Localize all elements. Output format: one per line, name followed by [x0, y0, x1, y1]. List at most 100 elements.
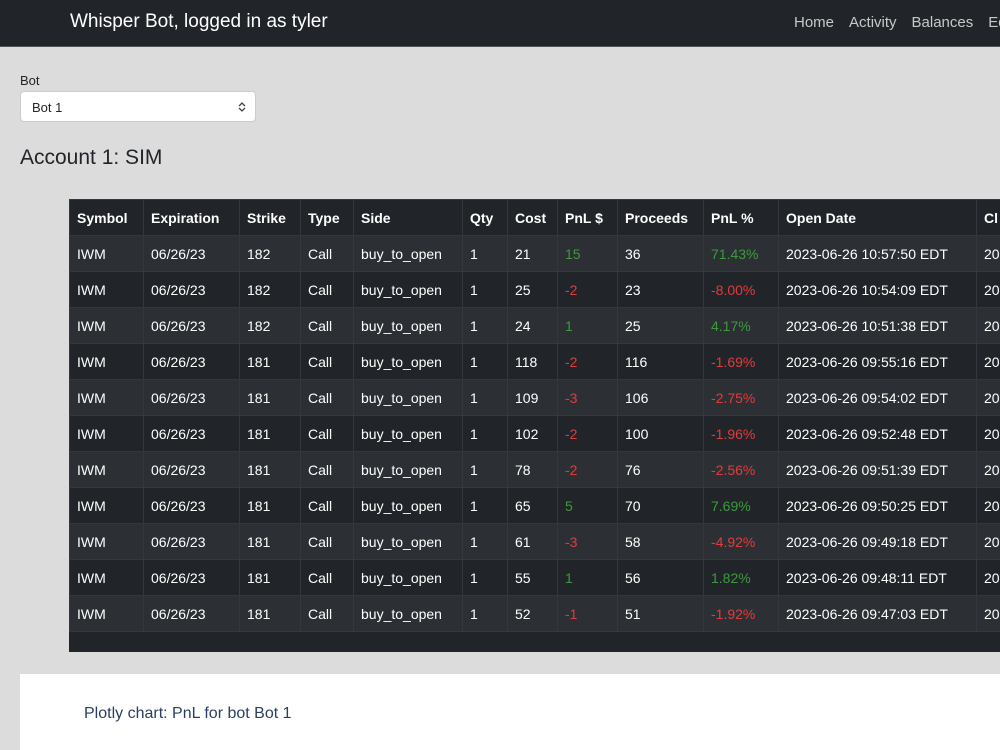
table-cell: 06/26/23 [143, 307, 240, 344]
column-header[interactable]: Expiration [143, 199, 240, 236]
column-header[interactable]: Side [353, 199, 463, 236]
table-cell: 06/26/23 [143, 271, 240, 308]
table-cell: buy_to_open [353, 451, 463, 488]
column-header[interactable]: Qty [462, 199, 508, 236]
table-cell: 2023-06-26 09:54:02 EDT [778, 379, 977, 416]
table-row: IWM 06/26/23 181 Call buy_to_open 1 109 -3 106 -2… [69, 379, 1000, 416]
brand[interactable]: Whisper Bot, logged in as tyler [70, 11, 328, 32]
table-cell: 2023-06-26 09:48:11 EDT [778, 559, 977, 596]
table-cell: buy_to_open [353, 523, 463, 560]
table-cell: Call [300, 523, 354, 560]
table-row: IWM 06/26/23 182 Call buy_to_open 1 25 -2 23 -8.0… [69, 271, 1000, 308]
table-cell: 20 [976, 271, 1000, 308]
column-header[interactable]: Cl [976, 199, 1000, 236]
table-cell: -4.92% [703, 523, 779, 560]
table-cell: 24 [507, 307, 558, 344]
table-cell: 25 [617, 307, 704, 344]
column-header[interactable]: Cost [507, 199, 558, 236]
table-cell: 06/26/23 [143, 487, 240, 524]
table-cell: 5 [557, 487, 618, 524]
table-cell: -2 [557, 451, 618, 488]
column-header[interactable]: Open Date [778, 199, 977, 236]
table-cell: 2023-06-26 09:47:03 EDT [778, 595, 977, 632]
navbar: Whisper Bot, logged in as tyler Home Acti… [0, 0, 1000, 47]
column-header[interactable]: Strike [239, 199, 301, 236]
table-cell: Call [300, 271, 354, 308]
table-cell: 25 [507, 271, 558, 308]
column-header[interactable]: Proceeds [617, 199, 704, 236]
table-cell: 52 [507, 595, 558, 632]
table-cell: IWM [69, 487, 144, 524]
nav-link[interactable]: Edit [988, 14, 1000, 31]
table-cell: IWM [69, 235, 144, 272]
select-label: Bot [20, 73, 40, 88]
table-cell: Call [300, 595, 354, 632]
table-cell: 7.69% [703, 487, 779, 524]
table-cell: buy_to_open [353, 343, 463, 380]
table-cell: 20 [976, 595, 1000, 632]
column-header[interactable]: PnL $ [557, 199, 618, 236]
table-cell: 20 [976, 235, 1000, 272]
table-cell: buy_to_open [353, 307, 463, 344]
table-cell: IWM [69, 595, 144, 632]
table-cell: 102 [507, 415, 558, 452]
table-cell: 51 [617, 595, 704, 632]
table-cell: IWM [69, 415, 144, 452]
nav-link[interactable]: Home [794, 14, 835, 31]
table-cell: 182 [239, 307, 301, 344]
bot-select[interactable]: Bot 1 [20, 91, 256, 122]
chart-area: Plotly chart: PnL for bot Bot 1 [20, 674, 1000, 750]
table-cell: 2023-06-26 10:57:50 EDT [778, 235, 977, 272]
table-cell: IWM [69, 379, 144, 416]
table-cell: 76 [617, 451, 704, 488]
table-cell: 2023-06-26 10:54:09 EDT [778, 271, 977, 308]
table-cell: 58 [617, 523, 704, 560]
table-cell: -3 [557, 523, 618, 560]
header-row: Symbol Expiration Strike Type Side Qty Cost PnL… [69, 199, 1000, 236]
table-body: IWM 06/26/23 182 Call buy_to_open 1 21 15 36 71.4… [69, 235, 1000, 632]
table-cell: Call [300, 343, 354, 380]
table-cell: -2 [557, 343, 618, 380]
table-cell: 118 [507, 343, 558, 380]
table-cell: 06/26/23 [143, 343, 240, 380]
table-row: IWM 06/26/23 182 Call buy_to_open 1 24 1 25 4.17%… [69, 307, 1000, 344]
table-cell: 109 [507, 379, 558, 416]
table-cell: 1 [462, 451, 508, 488]
table-cell: buy_to_open [353, 595, 463, 632]
table-cell: IWM [69, 451, 144, 488]
table-row: IWM 06/26/23 181 Call buy_to_open 1 52 -1 51 -1.9… [69, 595, 1000, 632]
nav-link[interactable]: Balances [911, 14, 974, 31]
table-cell: IWM [69, 559, 144, 596]
table-cell: 181 [239, 451, 301, 488]
table-row: IWM 06/26/23 181 Call buy_to_open 1 118 -2 116 -1… [69, 343, 1000, 380]
table-cell: Call [300, 307, 354, 344]
column-header[interactable]: PnL % [703, 199, 779, 236]
table-cell: 78 [507, 451, 558, 488]
table-cell: 20 [976, 559, 1000, 596]
table-cell: Call [300, 451, 354, 488]
table-cell: buy_to_open [353, 379, 463, 416]
table-row: IWM 06/26/23 181 Call buy_to_open 1 78 -2 76 -2.5… [69, 451, 1000, 488]
table-container: Symbol Expiration Strike Type Side Qty Cost PnL… [69, 199, 1000, 652]
table-cell: 181 [239, 559, 301, 596]
table-cell: 1 [462, 523, 508, 560]
table-cell: -2.75% [703, 379, 779, 416]
table-cell: 181 [239, 523, 301, 560]
table-cell: 56 [617, 559, 704, 596]
table-cell: 116 [617, 343, 704, 380]
column-header[interactable]: Symbol [69, 199, 144, 236]
table-cell: 70 [617, 487, 704, 524]
table-cell: 1 [462, 487, 508, 524]
table-cell: -2.56% [703, 451, 779, 488]
table-cell: 100 [617, 415, 704, 452]
column-header[interactable]: Type [300, 199, 354, 236]
table-cell: 36 [617, 235, 704, 272]
table-cell: 106 [617, 379, 704, 416]
table-cell: -1.92% [703, 595, 779, 632]
table-cell: 71.43% [703, 235, 779, 272]
table-cell: 1 [462, 343, 508, 380]
nav-link[interactable]: Activity [849, 14, 897, 31]
table-cell: 20 [976, 379, 1000, 416]
